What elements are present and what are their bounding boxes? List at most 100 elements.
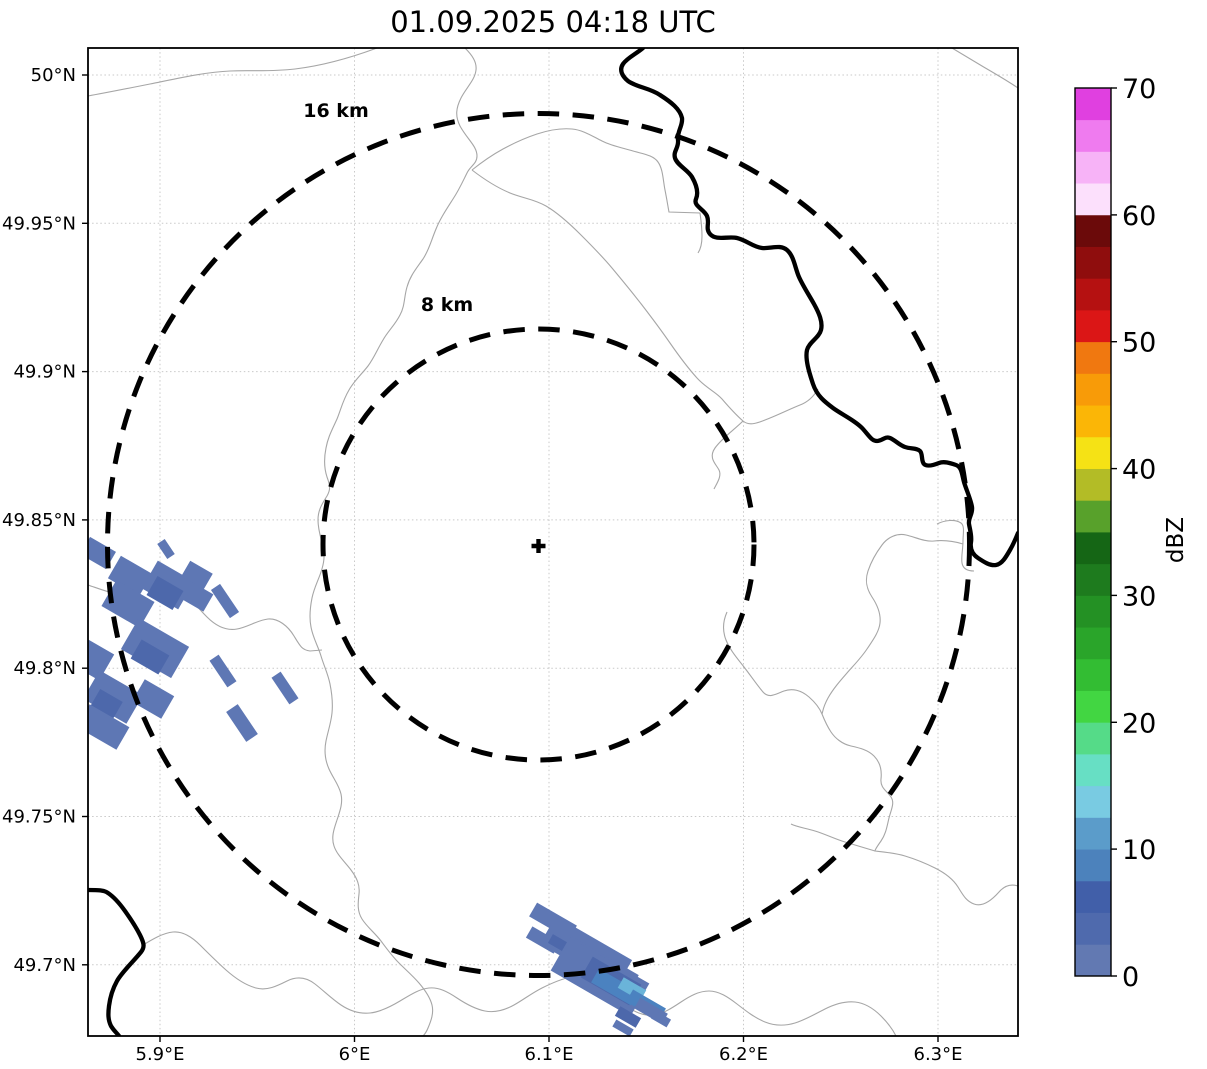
colorbar-tick-label: 50: [1122, 328, 1156, 359]
colorbar-segment: [1075, 849, 1111, 882]
radar-echo-cell: [591, 968, 639, 1006]
border-path-staircase: [471, 128, 703, 254]
border-path-diagonal-spur: [711, 420, 744, 490]
colorbar-segment: [1075, 817, 1111, 850]
y-tick-label: 50°N: [31, 65, 76, 86]
colorbar-tick-label: 70: [1122, 74, 1156, 105]
radar-echo-cell: [181, 560, 213, 590]
border-path-river-box: [936, 519, 975, 572]
radar-echo-cell: [210, 583, 240, 619]
border-path-right-mid: [821, 533, 964, 715]
river-layer: [88, 48, 1018, 1036]
x-tick-label: 5.9°E: [136, 1044, 185, 1065]
river-path: [619, 48, 1018, 568]
colorbar-tick-label: 60: [1122, 201, 1156, 232]
colorbar-segment: [1075, 785, 1111, 818]
radar-echo-cell: [650, 1010, 672, 1028]
colorbar-tick-label: 30: [1122, 581, 1156, 612]
colorbar-segment: [1075, 405, 1111, 438]
colorbar-segment: [1075, 754, 1111, 787]
colorbar-segment: [1075, 373, 1111, 406]
colorbar-segment: [1075, 214, 1111, 247]
colorbar-segment: [1075, 690, 1111, 723]
colorbar: [1075, 88, 1111, 977]
colorbar-ticks: [1111, 87, 1117, 977]
x-tick-label: 6.3°E: [914, 1044, 963, 1065]
radar-echo-cell: [612, 1019, 634, 1036]
admin-border-lines: [88, 48, 1018, 1036]
y-tick-label: 49.9°N: [13, 362, 76, 383]
colorbar-segment: [1075, 595, 1111, 628]
radar-echo-cell: [209, 654, 237, 688]
border-path-bottom: [142, 931, 897, 1036]
radar-echo-cell: [614, 1006, 642, 1028]
colorbar-segment: [1075, 658, 1111, 691]
border-path-right-arm: [790, 823, 876, 852]
colorbar-segment: [1075, 627, 1111, 660]
colorbar-segment: [1075, 880, 1111, 913]
colorbar-segment: [1075, 341, 1111, 374]
colorbar-tick-label: 20: [1122, 708, 1156, 739]
radar-echo-cell: [146, 575, 184, 611]
colorbar-segment: [1075, 246, 1111, 279]
colorbar-segment: [1075, 436, 1111, 469]
y-axis-labels: 50°N 49.95°N 49.9°N 49.85°N 49.8°N 49.75…: [2, 65, 76, 976]
plot-frame: [87, 47, 1019, 1037]
y-tick-label: 49.8°N: [13, 658, 76, 679]
colorbar-segment: [1075, 500, 1111, 533]
range-ring-8km: [320, 326, 757, 763]
range-ring-16km-label: 16 km: [303, 100, 369, 122]
axis-ticks: [82, 74, 939, 1042]
colorbar-segment: [1075, 912, 1111, 945]
radar-echo-cell: [107, 555, 153, 597]
plot-title: 01.09.2025 04:18 UTC: [390, 5, 716, 39]
colorbar-axis-label: dBZ: [1163, 517, 1189, 563]
colorbar-segment: [1075, 563, 1111, 596]
radar-echo-cell: [271, 671, 299, 705]
colorbar-segment: [1075, 151, 1111, 184]
range-ring-8km-label: 8 km: [421, 294, 473, 316]
colorbar-segment: [1075, 722, 1111, 755]
colorbar-tick-label: 10: [1122, 835, 1156, 866]
radar-echo-cell: [182, 582, 214, 612]
colorbar-segment: [1075, 468, 1111, 501]
border-path-topleft: [88, 48, 378, 97]
radar-echo-cell: [226, 704, 258, 742]
colorbar-segment: [1075, 310, 1111, 343]
radar-echo-cell: [131, 679, 175, 719]
y-tick-label: 49.85°N: [2, 510, 76, 531]
border-path-central: [309, 48, 478, 1036]
colorbar-tick-label: 40: [1122, 455, 1156, 486]
radar-echo-cell: [88, 704, 130, 750]
x-tick-label: 6.2°E: [719, 1044, 768, 1065]
y-tick-label: 49.7°N: [13, 955, 76, 976]
x-tick-label: 6.1°E: [525, 1044, 574, 1065]
colorbar-frame: [1074, 87, 1112, 977]
border-path-topright: [951, 48, 1018, 89]
colorbar-segment: [1075, 119, 1111, 152]
border-path-diagonal: [471, 169, 819, 425]
x-axis-labels: 5.9°E 6°E 6.1°E 6.2°E 6.3°E: [136, 1044, 963, 1065]
grid-lines: [88, 48, 1018, 1036]
radar-echo-cell: [88, 637, 115, 681]
border-path-right-descent: [722, 611, 1018, 906]
radar-echo-cell: [157, 539, 175, 559]
radar-echo-cell: [130, 639, 170, 675]
radar-echo-cell: [89, 688, 123, 722]
colorbar-segment: [1075, 532, 1111, 565]
river-path-southwest: [88, 887, 146, 1036]
colorbar-tick-label: 0: [1122, 962, 1139, 993]
radar-center-marker: [531, 539, 546, 553]
radar-echo-cell: [101, 580, 155, 628]
range-ring-16km: [105, 111, 972, 978]
range-rings: [105, 111, 972, 978]
colorbar-segment: [1075, 88, 1111, 121]
colorbar-segment: [1075, 278, 1111, 311]
colorbar-segment: [1075, 944, 1111, 977]
y-tick-label: 49.75°N: [2, 807, 76, 828]
colorbar-tick-labels: 70 60 50 40 30 20 10 0: [1122, 74, 1156, 993]
colorbar-segment: [1075, 183, 1111, 216]
x-tick-label: 6°E: [339, 1044, 371, 1065]
